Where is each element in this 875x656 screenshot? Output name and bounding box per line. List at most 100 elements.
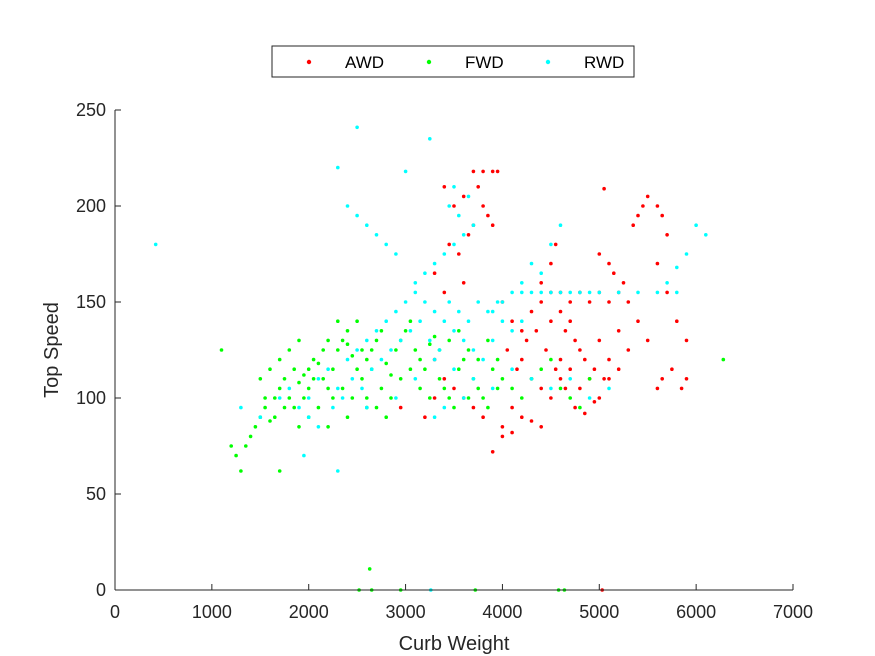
y-axis-title: Top Speed	[41, 302, 63, 398]
point-fwd-81	[277, 469, 282, 473]
point-rwd-64	[558, 223, 563, 227]
point-awd-22	[539, 300, 543, 304]
point-fwd-40	[428, 342, 432, 347]
point-rwd-53	[384, 242, 389, 247]
point-awd-2	[466, 233, 471, 237]
point-fwd-33	[394, 348, 398, 352]
point-awd-36	[558, 377, 563, 381]
point-awd-20	[520, 329, 524, 333]
point-rwd-39	[655, 290, 660, 295]
point-fwd-53	[490, 367, 495, 372]
point-awd-24	[558, 309, 563, 314]
series-awd	[398, 169, 689, 592]
point-fwd-68	[277, 357, 282, 362]
point-awd-19	[510, 319, 514, 324]
point-fwd-17	[316, 361, 321, 366]
point-fwd-60	[549, 357, 553, 362]
point-rwd-9	[336, 386, 340, 391]
x-tick-label-3: 3000	[386, 602, 426, 622]
point-rwd-94	[350, 377, 355, 381]
point-awd-100	[534, 329, 539, 333]
point-rwd-55	[365, 223, 369, 227]
point-fwd-66	[258, 377, 263, 381]
point-fwd-79	[384, 415, 389, 420]
point-fwd-38	[418, 357, 422, 362]
point-awd-41	[607, 377, 611, 381]
point-fwd-59	[539, 367, 543, 372]
point-rwd-89	[432, 415, 437, 420]
point-fwd-26	[360, 377, 364, 381]
point-awd-62	[645, 338, 650, 343]
point-fwd-87	[721, 357, 726, 362]
point-awd-34	[539, 386, 543, 391]
point-awd-103	[563, 386, 568, 391]
point-awd-67	[583, 357, 587, 362]
point-rwd-38	[636, 290, 640, 295]
point-fwd-39	[423, 367, 427, 372]
point-awd-21	[529, 309, 534, 314]
point-rwd-62	[529, 261, 534, 266]
point-rwd-43	[471, 223, 476, 227]
point-rwd-73	[413, 377, 418, 381]
point-awd-40	[597, 396, 602, 400]
point-fwd-48	[466, 348, 471, 352]
point-rwd-2	[258, 415, 263, 420]
point-rwd-99	[398, 338, 403, 343]
point-rwd-77	[490, 386, 495, 391]
point-awd-70	[631, 223, 635, 227]
point-rwd-78	[510, 367, 514, 372]
point-awd-0	[452, 204, 456, 208]
point-fwd-115	[457, 329, 461, 333]
point-rwd-3	[277, 396, 282, 400]
point-awd-79	[675, 319, 679, 324]
point-rwd-21	[452, 329, 456, 333]
point-fwd-0	[219, 348, 224, 352]
point-fwd-88	[367, 567, 372, 571]
point-fwd-100	[311, 377, 316, 381]
point-rwd-33	[568, 290, 572, 295]
point-awd-99	[524, 338, 529, 343]
point-rwd-36	[597, 290, 602, 295]
point-awd-106	[592, 400, 597, 404]
x-tick-label-0: 0	[110, 602, 120, 622]
point-fwd-20	[331, 396, 335, 400]
point-fwd-30	[379, 329, 384, 333]
point-awd-11	[481, 169, 485, 174]
point-fwd-43	[442, 386, 447, 391]
point-awd-50	[452, 386, 456, 391]
point-rwd-46	[466, 194, 471, 199]
point-awd-74	[655, 204, 660, 208]
point-rwd-58	[355, 125, 359, 130]
points-layer	[153, 125, 726, 592]
point-fwd-31	[384, 361, 389, 366]
point-rwd-48	[442, 252, 447, 256]
point-awd-47	[481, 415, 485, 420]
point-rwd-69	[316, 425, 321, 429]
point-awd-82	[660, 377, 664, 381]
point-fwd-57	[520, 396, 524, 400]
point-rwd-109	[495, 300, 500, 304]
point-rwd-100	[408, 329, 413, 333]
point-rwd-91	[461, 396, 466, 400]
point-rwd-35	[587, 290, 592, 295]
point-fwd-4	[248, 434, 253, 439]
point-rwd-42	[461, 233, 466, 237]
point-fwd-52	[486, 405, 490, 410]
point-rwd-16	[403, 300, 408, 304]
point-fwd-84	[326, 425, 330, 429]
legend-label-awd: AWD	[345, 53, 384, 72]
point-awd-8	[447, 242, 452, 247]
point-rwd-10	[345, 357, 350, 362]
point-rwd-52	[394, 252, 398, 256]
point-awd-90	[621, 281, 626, 285]
point-fwd-98	[292, 367, 297, 372]
point-rwd-111	[490, 309, 495, 314]
point-awd-78	[665, 290, 669, 295]
point-rwd-68	[302, 453, 306, 458]
point-rwd-76	[471, 377, 476, 381]
point-awd-56	[539, 425, 543, 429]
point-awd-107	[568, 319, 572, 324]
point-fwd-13	[297, 380, 301, 385]
point-fwd-37	[413, 348, 418, 352]
point-awd-13	[495, 169, 500, 174]
